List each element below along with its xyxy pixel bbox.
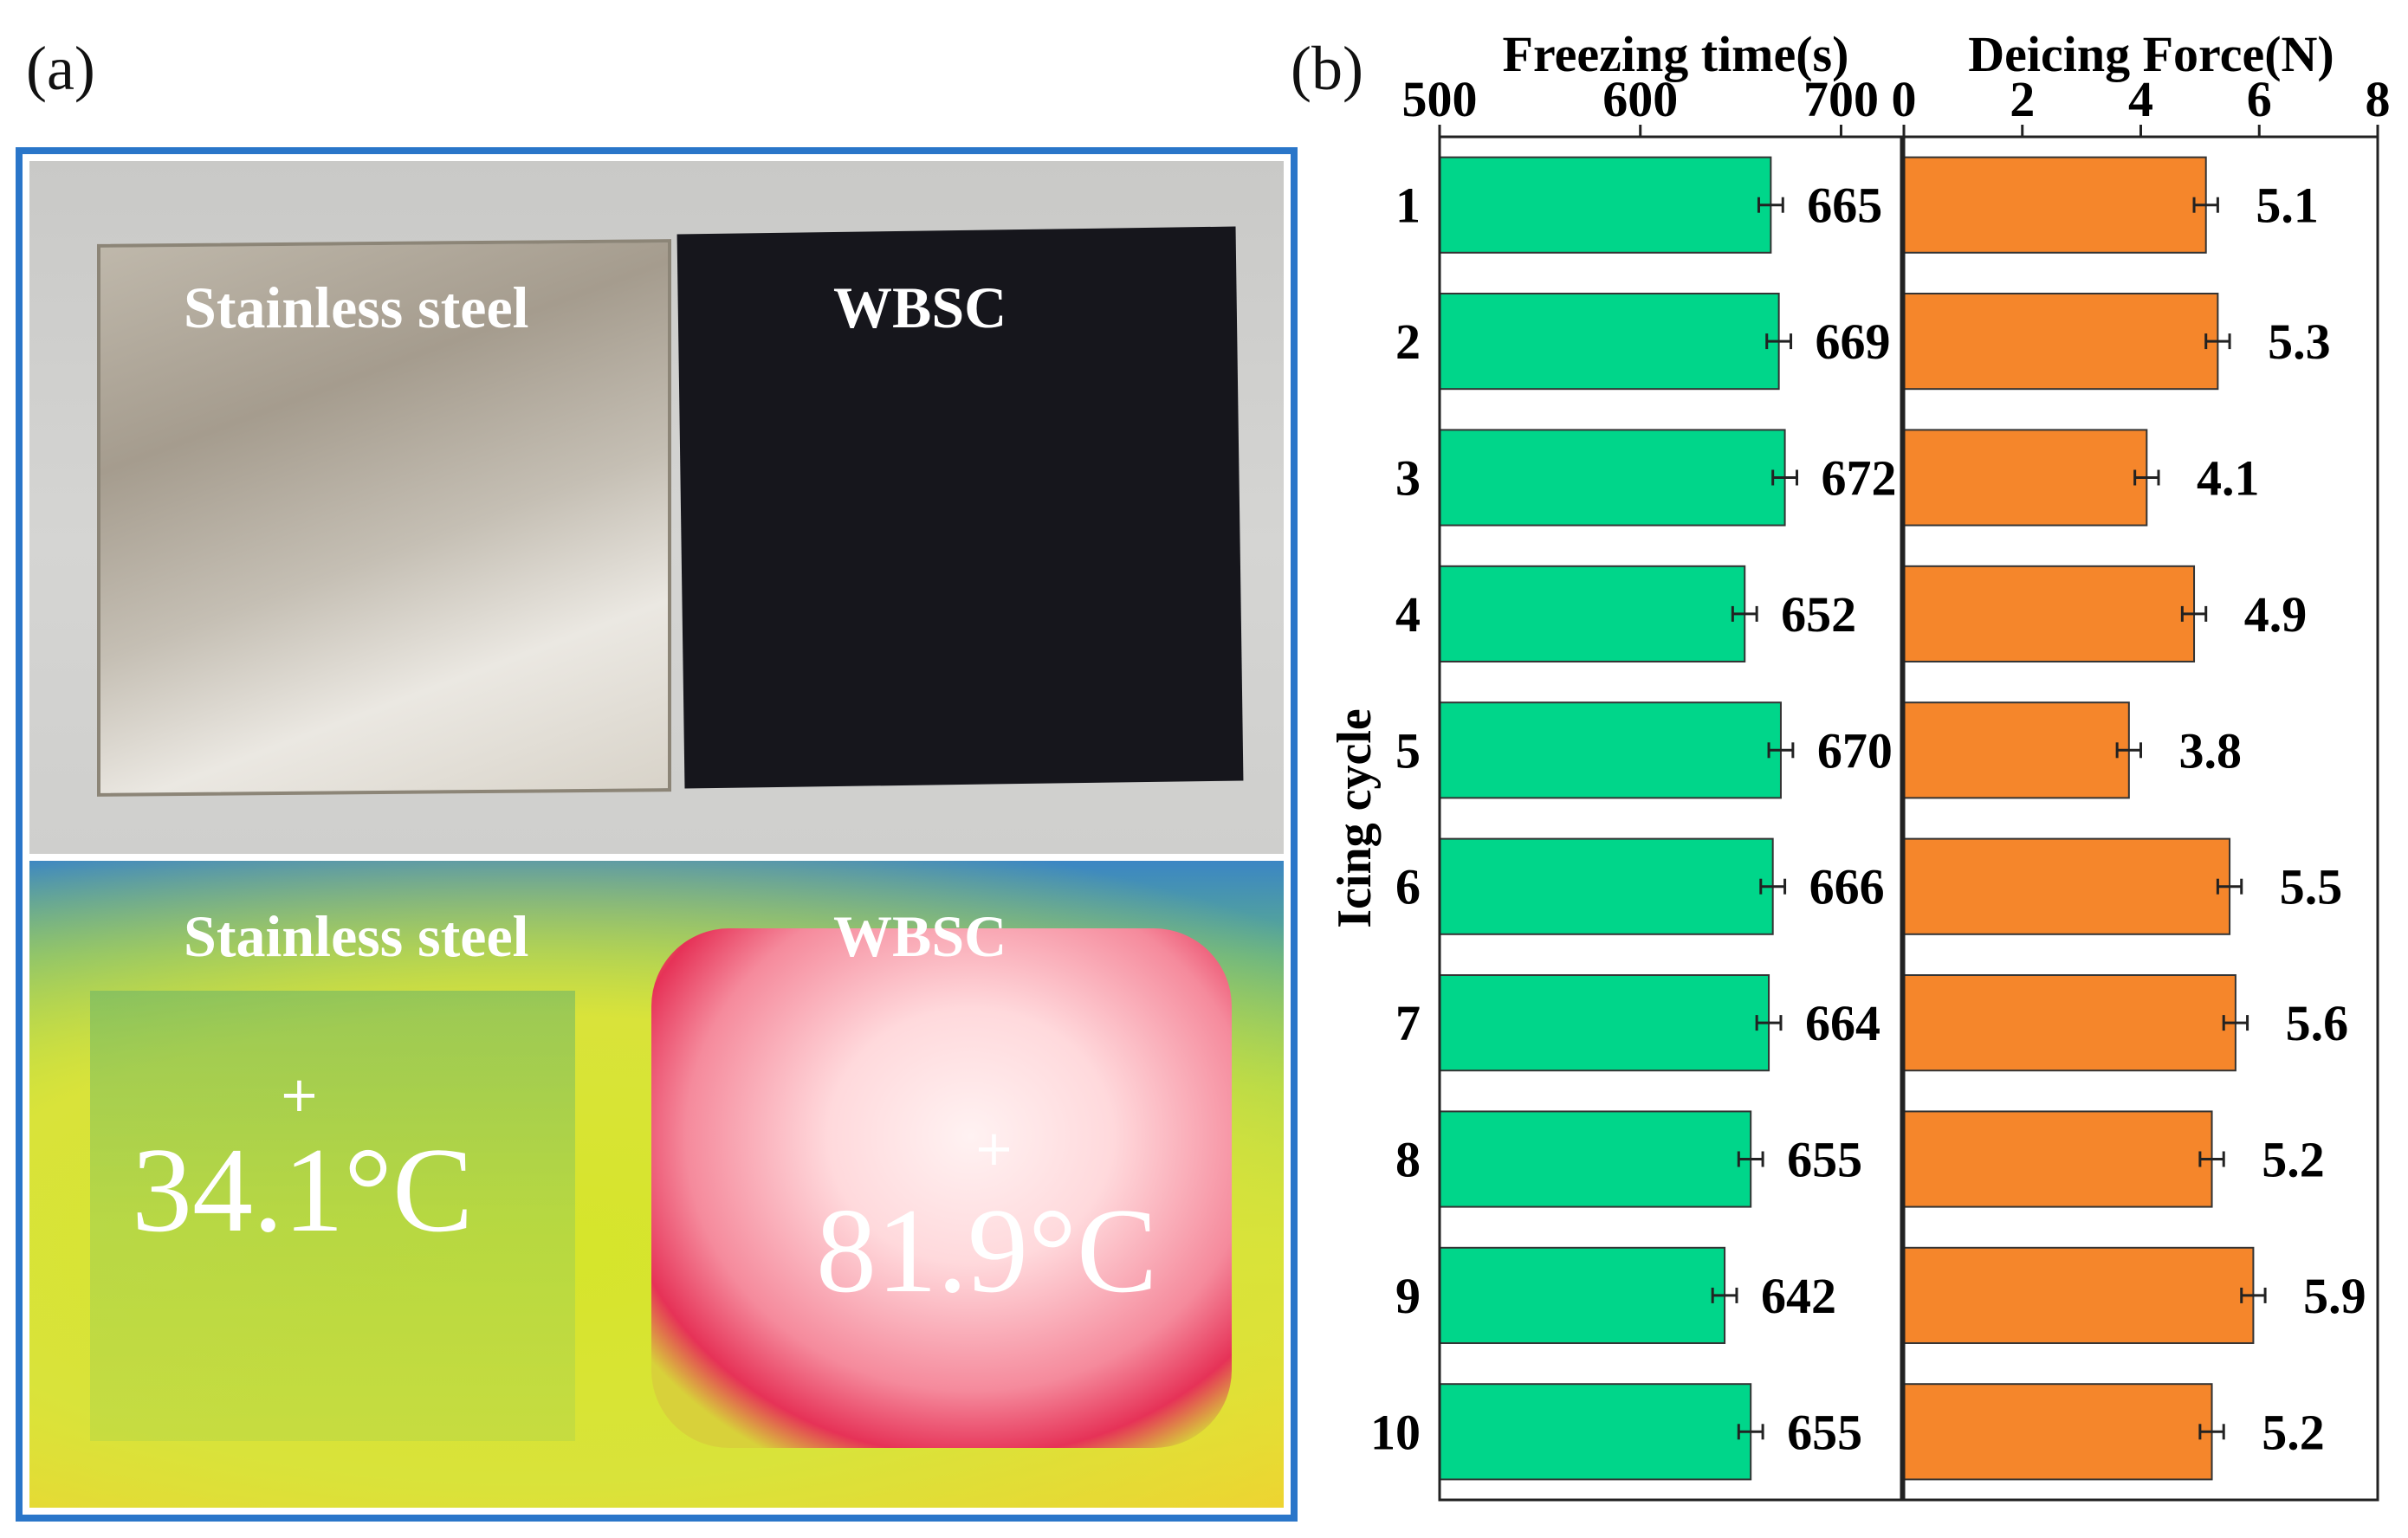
wbsc-label-top: WBSC: [833, 275, 1007, 340]
freezing-title: Freezing time(s): [1503, 26, 1849, 82]
freezing-tick-label: 700: [1803, 71, 1879, 127]
deicing-tick-label: 6: [2247, 71, 2272, 127]
wbsc-crosshair-marker: +: [974, 1121, 1014, 1177]
freezing-value-label: 672: [1821, 450, 1896, 507]
steel-label-ir: Stainless steel: [184, 903, 529, 969]
category-label-7: 7: [1395, 995, 1421, 1051]
steel-crosshair-marker: +: [279, 1067, 320, 1123]
freezing-tick-label: 600: [1602, 71, 1678, 127]
freezing-value-label: 670: [1817, 722, 1893, 779]
deicing-value-label: 5.2: [2262, 1132, 2325, 1188]
deicing-value-label: 5.1: [2256, 178, 2319, 234]
freezing-bar: [1439, 837, 1774, 935]
freezing-plot-frame: [1438, 135, 1903, 1502]
deicing-value-label: 5.9: [2303, 1268, 2366, 1324]
category-label-10: 10: [1370, 1404, 1421, 1460]
freezing-value-label: 652: [1781, 586, 1856, 643]
deicing-bar: [1903, 974, 2236, 1072]
category-label-3: 3: [1395, 450, 1421, 507]
category-label-2: 2: [1395, 313, 1421, 370]
freezing-bar: [1439, 1110, 1752, 1208]
wbsc-label-ir: WBSC: [833, 903, 1007, 969]
freezing-bar: [1439, 429, 1786, 527]
freezing-bar: [1439, 1383, 1752, 1481]
freezing-value-label: 655: [1787, 1132, 1862, 1188]
deicing-bar: [1903, 156, 2207, 254]
deicing-value-label: 4.9: [2244, 586, 2308, 643]
deicing-bar: [1903, 293, 2219, 391]
freezing-bar: [1439, 701, 1782, 799]
y-axis-label: Icing cycle: [1328, 708, 1382, 927]
freezing-bar: [1439, 565, 1746, 662]
visible-light-photo: Stainless steel WBSC: [29, 161, 1284, 854]
infrared-image: Stainless steel WBSC + + 34.1°C 81.9°C: [29, 861, 1284, 1508]
category-label-9: 9: [1395, 1268, 1421, 1324]
freezing-bar: [1439, 1246, 1726, 1344]
photo-panel: Stainless steel WBSC Stainless steel WBS…: [16, 147, 1298, 1522]
deicing-tick-label: 2: [2010, 71, 2035, 127]
panel-b-label: (b): [1291, 34, 1363, 103]
deicing-bar: [1903, 1383, 2213, 1481]
freezing-value-label: 655: [1787, 1404, 1862, 1460]
freezing-bar: [1439, 293, 1780, 391]
freezing-value-label: 664: [1805, 995, 1880, 1051]
deicing-bar: [1903, 565, 2196, 662]
deicing-value-label: 5.5: [2280, 859, 2343, 915]
panel-a-label: (a): [26, 34, 95, 103]
freezing-value-label: 669: [1816, 313, 1891, 370]
deicing-bar: [1903, 837, 2231, 935]
deicing-tick-label: 8: [2366, 71, 2391, 127]
category-label-4: 4: [1395, 586, 1421, 643]
deicing-value-label: 5.2: [2262, 1404, 2325, 1460]
deicing-bar: [1903, 429, 2148, 527]
category-label-6: 6: [1395, 859, 1421, 915]
freezing-bar: [1439, 156, 1772, 254]
category-label-5: 5: [1395, 722, 1421, 779]
deicing-tick-label: 0: [1892, 71, 1917, 127]
deicing-bar: [1903, 1246, 2255, 1344]
freezing-value-label: 666: [1809, 859, 1885, 915]
deicing-tick-label: 4: [2128, 71, 2153, 127]
category-label-8: 8: [1395, 1132, 1421, 1188]
category-label-1: 1: [1395, 178, 1421, 234]
deicing-title: Deicing Force(N): [1968, 26, 2334, 82]
wbsc-thermal-region: [651, 928, 1232, 1448]
deicing-value-label: 3.8: [2179, 722, 2243, 779]
deicing-bar: [1903, 1110, 2213, 1208]
freezing-bar: [1439, 974, 1770, 1072]
steel-label-top: Stainless steel: [184, 275, 529, 340]
deicing-value-label: 4.1: [2197, 450, 2260, 507]
deicing-value-label: 5.6: [2286, 995, 2349, 1051]
freezing-value-label: 642: [1761, 1268, 1836, 1324]
freezing-tick-label: 500: [1402, 71, 1478, 127]
deicing-bar: [1903, 701, 2130, 799]
steel-thermal-region: [90, 991, 575, 1441]
steel-temperature: 34.1°C: [132, 1123, 474, 1257]
deicing-value-label: 5.3: [2268, 313, 2331, 370]
wbsc-temperature: 81.9°C: [816, 1184, 1158, 1318]
freezing-value-label: 665: [1807, 178, 1882, 234]
